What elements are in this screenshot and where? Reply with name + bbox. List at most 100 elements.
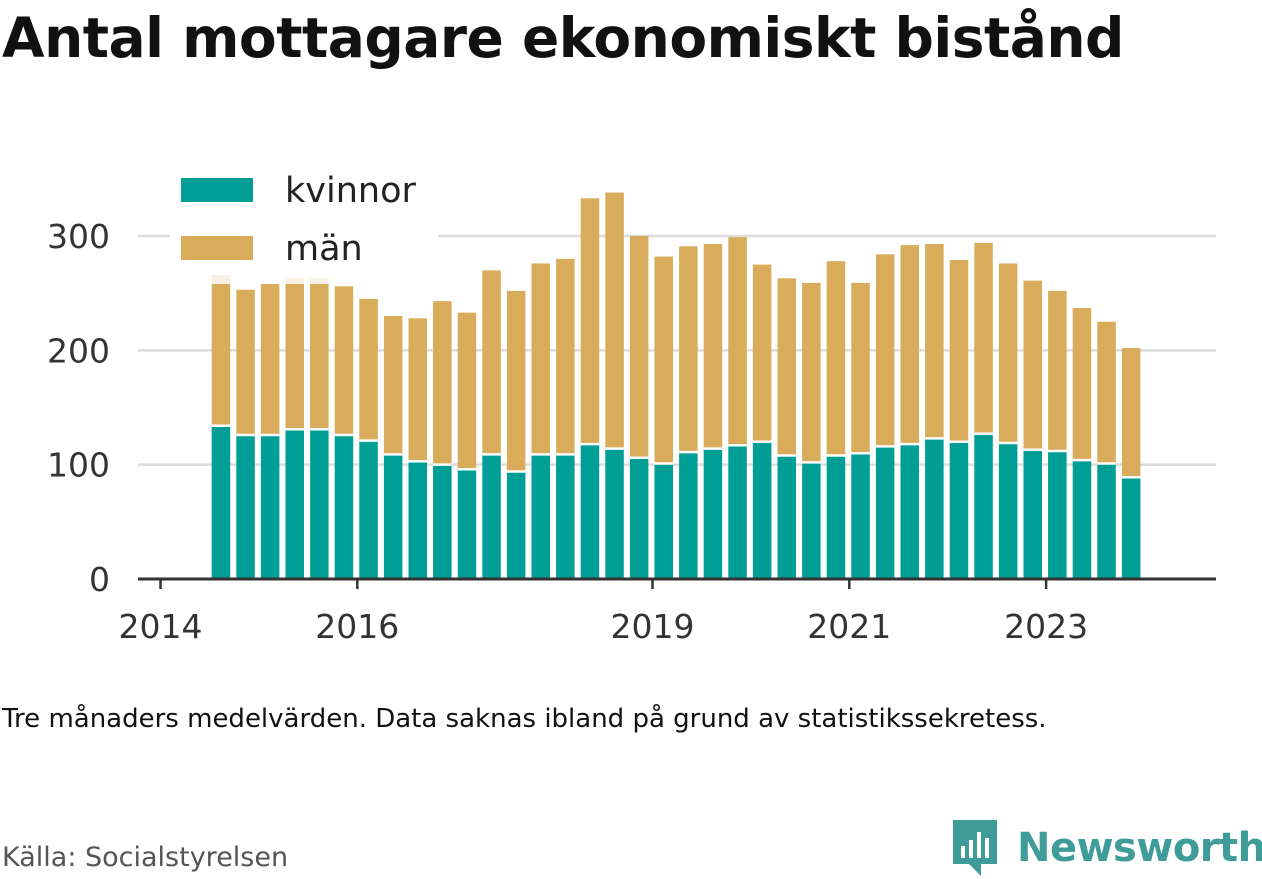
bar-man — [211, 284, 231, 426]
bar-kvinnor — [285, 429, 304, 579]
bar-man — [949, 260, 969, 442]
bar-kvinnor — [556, 454, 575, 579]
legend-label-man: män — [285, 229, 363, 269]
bar-man — [900, 245, 919, 445]
bar-kvinnor — [211, 425, 231, 579]
bar-kvinnor — [1072, 460, 1092, 579]
bar-kvinnor — [1097, 463, 1116, 579]
bar-man — [1048, 290, 1067, 451]
bar-kvinnor — [974, 433, 993, 579]
bar-kvinnor — [629, 457, 649, 579]
x-tick-label: 2023 — [1004, 607, 1088, 646]
x-tick-label: 2021 — [807, 607, 891, 646]
bar-man — [236, 289, 255, 435]
bar-kvinnor — [900, 444, 919, 579]
legend-swatch-man — [181, 236, 253, 260]
bar-man — [875, 254, 895, 447]
bar-man — [260, 284, 280, 435]
bar-kvinnor — [851, 453, 870, 579]
bar-man — [1023, 280, 1042, 450]
bar-man — [408, 318, 427, 462]
bar-kvinnor — [433, 464, 452, 579]
bar-man — [556, 258, 575, 455]
bar-man — [359, 298, 378, 441]
bar-kvinnor — [457, 469, 477, 579]
bar-kvinnor — [236, 434, 255, 579]
bar-man — [826, 261, 846, 456]
bar-kvinnor — [482, 454, 501, 579]
bar-man — [605, 192, 624, 449]
bar-man — [334, 286, 354, 435]
bar-kvinnor — [580, 444, 600, 579]
legend-label-kvinnor: kvinnor — [285, 171, 416, 211]
bar-man — [1072, 308, 1092, 461]
bar-man — [310, 284, 329, 430]
bar-man — [433, 301, 452, 465]
source-credit: Källa: Socialstyrelsen — [2, 842, 289, 873]
y-tick-label: 300 — [47, 217, 110, 256]
y-tick-label: 100 — [47, 446, 110, 485]
legend-swatch-kvinnor — [181, 178, 253, 202]
bar-man — [851, 282, 870, 454]
bar-man — [1121, 348, 1141, 478]
x-tick-label: 2016 — [315, 607, 399, 646]
chart-title: Antal mottagare ekonomiskt bistånd — [2, 6, 1124, 70]
bar-kvinnor — [506, 471, 526, 579]
bar-man — [752, 264, 772, 442]
bar-kvinnor — [654, 463, 673, 579]
bar-kvinnor — [1048, 450, 1067, 579]
bar-kvinnor — [408, 461, 427, 579]
bar-man — [925, 244, 944, 439]
newsworthy-logo-icon — [953, 820, 997, 876]
bar-man — [580, 198, 600, 445]
bar-man — [777, 278, 796, 456]
bar-man — [728, 237, 747, 446]
bar-man — [654, 256, 673, 464]
bar-kvinnor — [1023, 449, 1042, 579]
bar-chart: 0 100 200 300 2014 2016 2019 2021 2023 kvinnor m… — [47, 165, 1216, 646]
bar-kvinnor — [875, 446, 895, 579]
bar-kvinnor — [260, 434, 280, 579]
bar-kvinnor — [383, 454, 403, 579]
bar-man — [1097, 321, 1116, 464]
bar-man — [703, 244, 723, 449]
y-tick-label: 0 — [89, 560, 110, 599]
bar-man — [457, 312, 477, 470]
bar-kvinnor — [703, 448, 723, 579]
bar-kvinnor — [826, 455, 846, 579]
bar-man — [531, 263, 550, 455]
bar-kvinnor — [949, 441, 969, 579]
bar-kvinnor — [679, 452, 698, 579]
bar-man — [974, 242, 993, 434]
x-tick-label: 2019 — [611, 607, 695, 646]
bar-kvinnor — [728, 445, 747, 579]
bar-man — [285, 284, 304, 430]
brand-name: Newsworthy — [1017, 825, 1262, 871]
y-tick-label: 200 — [47, 331, 110, 370]
bar-man — [998, 263, 1018, 443]
footnote: Tre månaders medelvärden. Data saknas ib… — [2, 704, 1047, 734]
bar-kvinnor — [802, 462, 821, 579]
bar-kvinnor — [334, 434, 354, 579]
x-axis-labels: 2014 2016 2019 2021 2023 — [119, 579, 1088, 646]
bar-kvinnor — [310, 429, 329, 579]
legend: kvinnor män — [170, 165, 438, 275]
bar-man — [482, 270, 501, 455]
brand-logo[interactable]: Newsworthy — [951, 818, 1262, 878]
bar-kvinnor — [531, 454, 550, 579]
x-tick-label: 2014 — [119, 607, 203, 646]
bar-man — [802, 282, 821, 463]
bar-man — [383, 316, 403, 455]
bar-kvinnor — [925, 438, 944, 579]
bar-man — [506, 290, 526, 472]
bar-kvinnor — [998, 442, 1018, 579]
bar-kvinnor — [777, 455, 796, 579]
bar-man — [629, 236, 649, 458]
y-axis-labels: 0 100 200 300 — [47, 217, 110, 599]
bar-kvinnor — [752, 441, 772, 579]
bar-kvinnor — [359, 440, 378, 579]
bar-kvinnor — [605, 448, 624, 579]
bar-kvinnor — [1121, 477, 1141, 579]
bar-man — [679, 246, 698, 453]
bars — [211, 192, 1141, 579]
